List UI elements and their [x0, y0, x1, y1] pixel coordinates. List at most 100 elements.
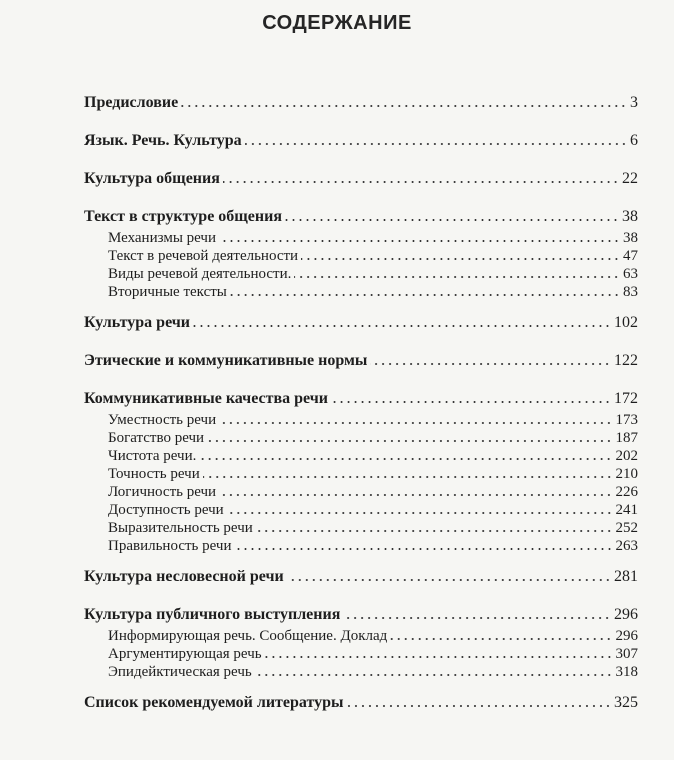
toc-section-entry: Эпидейктическая речь 318	[84, 663, 638, 681]
leader-dots	[370, 363, 611, 365]
table-of-contents: Предисловие 3 Язык. Речь. Культура 6 Культур…	[84, 93, 638, 713]
leader-dots	[390, 638, 613, 640]
entry-page-number: 281	[614, 568, 638, 585]
toc-section-entry: Информирующая речь. Сообщение. Доклад 296	[84, 627, 638, 645]
toc-section-entry: Вторичные тексты 83	[84, 283, 638, 301]
entry-page-number: 252	[615, 520, 639, 536]
entry-title: Правильность речи	[108, 538, 232, 554]
leader-dots	[199, 458, 613, 460]
entry-page-number: 172	[614, 390, 638, 407]
entry-title: Язык. Речь. Культура	[84, 132, 242, 149]
entry-page-number: 318	[615, 664, 639, 680]
toc-section-entry: Правильность речи 263	[84, 537, 638, 555]
entry-page-number: 102	[614, 314, 638, 331]
toc-section-entry: Логичность речи 226	[84, 483, 638, 501]
entry-page-number: 226	[615, 484, 639, 500]
entry-title: Текст в речевой деятельности	[108, 248, 299, 264]
leader-dots	[264, 656, 613, 658]
toc-section-entry: Виды речевой деятельности. 63	[84, 265, 638, 283]
toc-section-entry: Чистота речи. 202	[84, 447, 638, 465]
toc-chapter-entry: Язык. Речь. Культура 6	[84, 131, 638, 151]
toc-chapter-entry: Список рекомендуемой литературы 325	[84, 693, 638, 713]
leader-dots	[219, 494, 613, 496]
toc-chapter-entry: Этические и коммуникативные нормы 122	[84, 351, 638, 371]
leader-dots	[202, 476, 613, 478]
toc-chapter-entry: Культура публичного выступления 296	[84, 605, 638, 625]
toc-chapter-entry: Текст в структуре общения 38	[84, 207, 638, 227]
leader-dots	[222, 181, 619, 183]
entry-page-number: 122	[614, 352, 638, 369]
entry-page-number: 263	[615, 538, 639, 554]
entry-title: Культура публичного выступления	[84, 606, 341, 623]
entry-title: Чистота речи.	[108, 448, 197, 464]
entry-page-number: 187	[615, 430, 639, 446]
toc-section-entry: Точность речи 210	[84, 465, 638, 483]
toc-section-entry: Уместность речи 173	[84, 411, 638, 429]
leader-dots	[294, 276, 620, 278]
entry-title: Доступность речи	[108, 502, 224, 518]
leader-dots	[285, 219, 619, 221]
toc-section-entry: Механизмы речи 38	[84, 229, 638, 247]
leader-dots	[244, 143, 627, 145]
entry-title: Культура несловесной речи	[84, 568, 284, 585]
leader-dots	[181, 105, 627, 107]
entry-page-number: 307	[615, 646, 639, 662]
toc-section-entry: Выразительность речи 252	[84, 519, 638, 537]
entry-page-number: 325	[614, 694, 638, 711]
entry-page-number: 3	[630, 94, 638, 111]
toc-chapter-entry: Культура общения 22	[84, 169, 638, 189]
page-title: СОДЕРЖАНИЕ	[262, 12, 412, 34]
entry-title: Предисловие	[84, 94, 179, 111]
entry-title: Текст в структуре общения	[84, 208, 282, 225]
leader-dots	[229, 294, 620, 296]
entry-title: Выразительность речи	[108, 520, 253, 536]
entry-title: Механизмы речи	[108, 230, 217, 246]
leader-dots	[254, 674, 613, 676]
entry-title: Список рекомендуемой литературы	[84, 694, 344, 711]
toc-section-entry: Аргументирующая речь 307	[84, 645, 638, 663]
entry-title: Уместность речи	[108, 412, 217, 428]
entry-title: Культура речи	[84, 314, 191, 331]
entry-page-number: 47	[623, 248, 638, 264]
entry-page-number: 210	[615, 466, 639, 482]
entry-page-number: 296	[615, 628, 639, 644]
entry-page-number: 83	[623, 284, 638, 300]
leader-dots	[219, 240, 620, 242]
leader-dots	[255, 530, 613, 532]
toc-chapter-entry: Предисловие 3	[84, 93, 638, 113]
entry-title: Коммуникативные качества речи	[84, 390, 328, 407]
toc-section-entry: Богатство речи 187	[84, 429, 638, 447]
leader-dots	[301, 258, 620, 260]
leader-dots	[330, 401, 611, 403]
entry-title: Логичность речи	[108, 484, 217, 500]
entry-title: Виды речевой деятельности.	[108, 266, 292, 282]
leader-dots	[207, 440, 613, 442]
toc-section-entry: Текст в речевой деятельности 47	[84, 247, 638, 265]
entry-title: Этические и коммуникативные нормы	[84, 352, 368, 369]
entry-page-number: 63	[623, 266, 638, 282]
entry-title: Богатство речи	[108, 430, 205, 446]
entry-title: Аргументирующая речь	[108, 646, 262, 662]
leader-dots	[346, 705, 611, 707]
entry-page-number: 38	[622, 208, 638, 225]
entry-title: Культура общения	[84, 170, 220, 187]
entry-page-number: 241	[615, 502, 639, 518]
leader-dots	[219, 422, 613, 424]
entry-title: Эпидейктическая речь	[108, 664, 252, 680]
toc-section-entry: Доступность речи 241	[84, 501, 638, 519]
entry-title: Точность речи	[108, 466, 200, 482]
toc-chapter-entry: Культура несловесной речи 281	[84, 567, 638, 587]
leader-dots	[343, 617, 611, 619]
entry-title: Информирующая речь. Сообщение. Доклад	[108, 628, 388, 644]
entry-page-number: 202	[615, 448, 639, 464]
toc-chapter-entry: Культура речи 102	[84, 313, 638, 333]
entry-page-number: 173	[615, 412, 639, 428]
leader-dots	[234, 548, 613, 550]
entry-page-number: 38	[623, 230, 638, 246]
entry-page-number: 6	[630, 132, 638, 149]
entry-title: Вторичные тексты	[108, 284, 227, 300]
toc-chapter-entry: Коммуникативные качества речи 172	[84, 389, 638, 409]
entry-page-number: 22	[622, 170, 638, 187]
leader-dots	[286, 579, 611, 581]
leader-dots	[226, 512, 613, 514]
